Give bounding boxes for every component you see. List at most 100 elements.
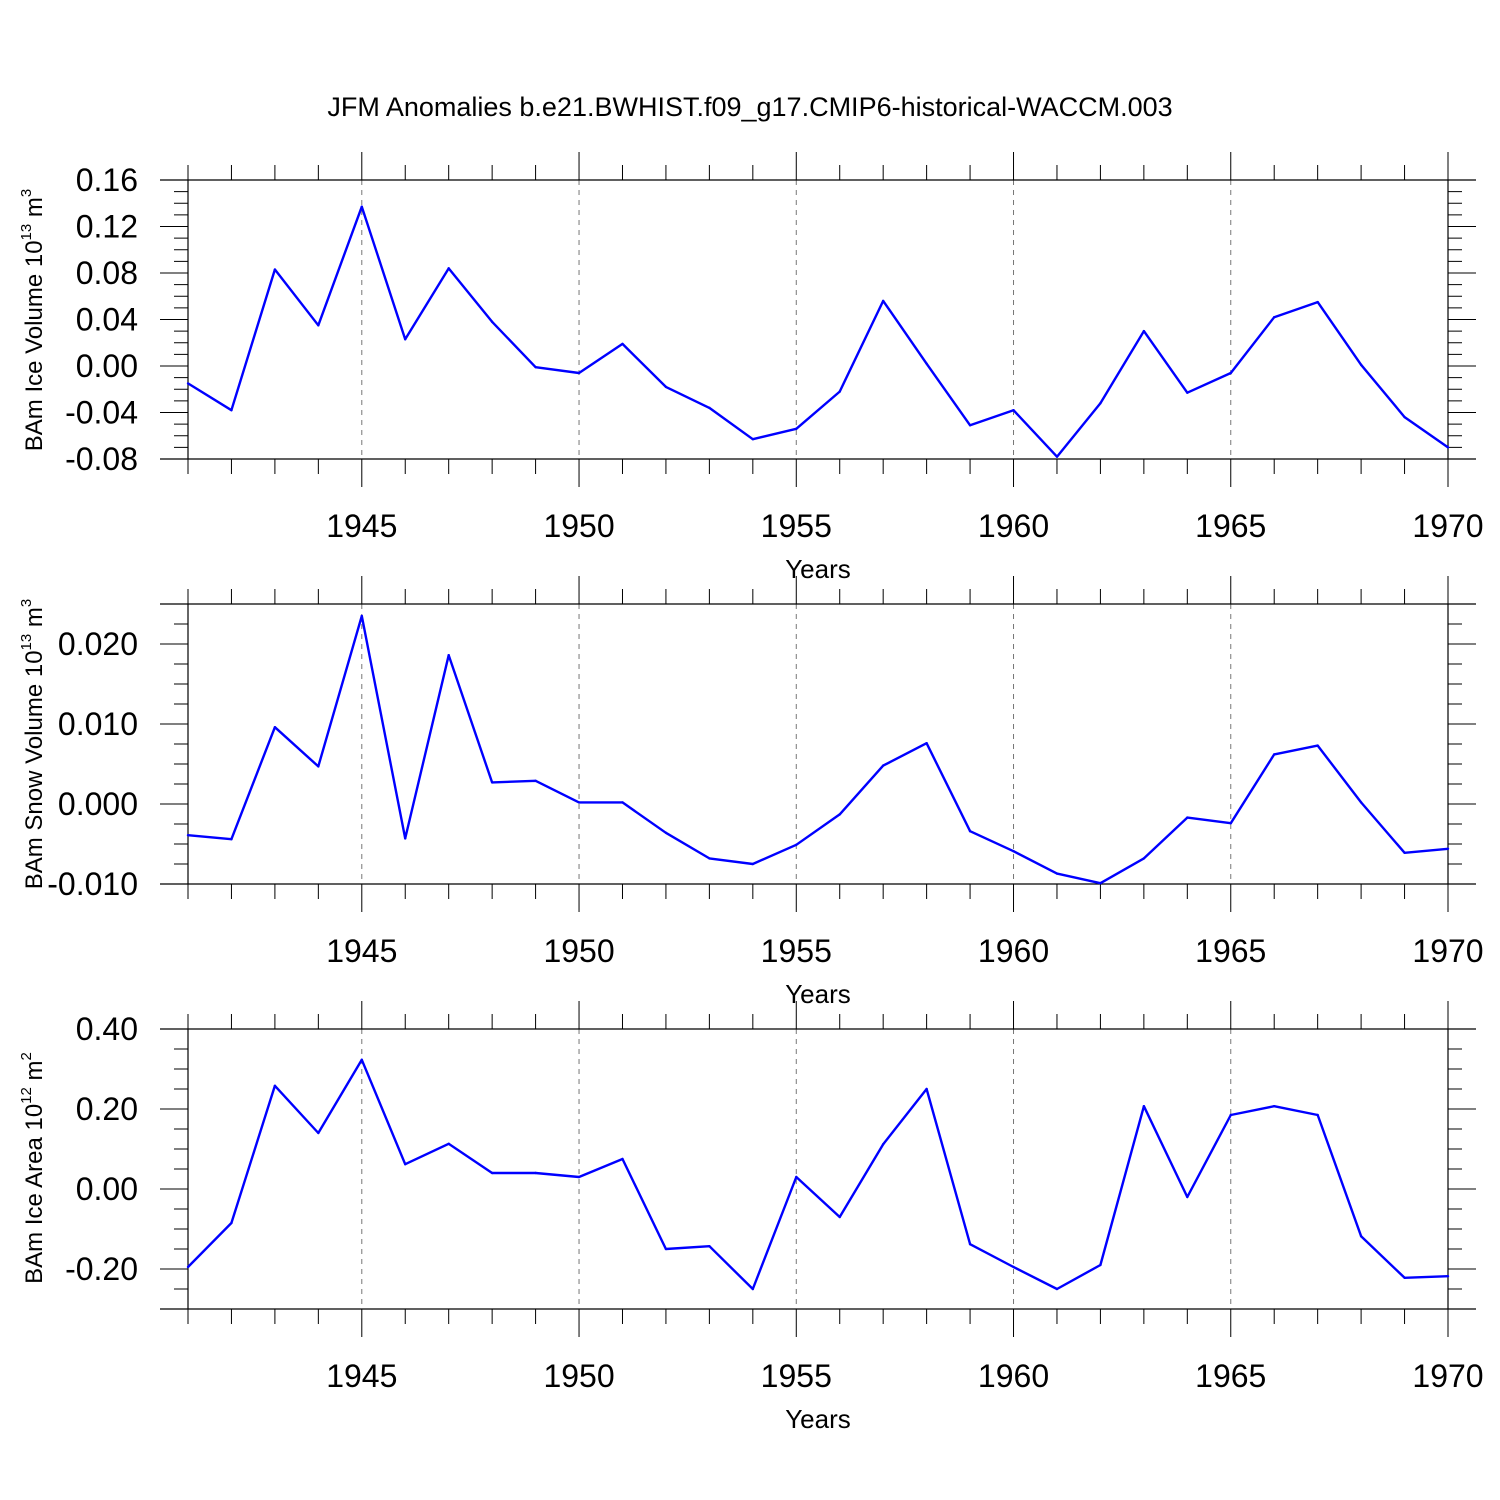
- data-point: [317, 1131, 320, 1135]
- data-point: [447, 1142, 450, 1146]
- y-tick-label: -0.04: [65, 395, 138, 431]
- data-point: [1273, 1105, 1276, 1108]
- y-axis-label-text: BAm Ice Area 10: [21, 1104, 48, 1284]
- data-point: [795, 843, 798, 846]
- data-point: [925, 742, 928, 745]
- data-point: [881, 1143, 885, 1146]
- data-point: [447, 267, 450, 270]
- data-point: [1359, 363, 1363, 367]
- y-axis-label-unit-exponent: 3: [18, 599, 35, 607]
- data-point: [317, 324, 320, 327]
- data-point: [1186, 816, 1189, 819]
- data-point: [708, 1245, 711, 1248]
- data-point: [621, 342, 624, 346]
- x-tick-label: 1965: [1195, 933, 1266, 969]
- y-tick-label: -0.20: [65, 1251, 138, 1287]
- data-point: [577, 1175, 581, 1179]
- y-tick-label: 0.20: [76, 1091, 138, 1127]
- y-axis-label-exponent: 13: [18, 634, 35, 651]
- data-point: [490, 320, 494, 324]
- data-point: [1012, 850, 1015, 853]
- data-point: [1403, 851, 1406, 854]
- data-point: [534, 365, 537, 369]
- data-point: [1446, 1275, 1450, 1278]
- data-point: [1229, 371, 1232, 375]
- data-point: [490, 781, 494, 784]
- data-point: [1055, 455, 1059, 458]
- data-point: [1099, 402, 1102, 405]
- y-tick-label: 0.12: [76, 209, 138, 245]
- data-point: [534, 1171, 537, 1175]
- x-tick-label: 1970: [1412, 1358, 1483, 1394]
- data-point: [621, 801, 624, 804]
- x-tick-label: 1960: [978, 1358, 1049, 1394]
- y-axis-label-text: BAm Ice Volume 10: [21, 240, 48, 451]
- y-axis-label-exponent: 12: [18, 1087, 35, 1104]
- data-point: [317, 765, 320, 768]
- series-line: [187, 1058, 1449, 1291]
- data-point: [186, 1265, 190, 1269]
- data-point: [230, 408, 233, 412]
- data-point: [230, 838, 233, 841]
- panels: 0.16 0.12 0.08 0.04 0.00 -0.04 -0.08 1945 1950 19…: [18, 152, 1484, 1434]
- data-point: [751, 862, 755, 866]
- data-point: [1099, 882, 1102, 885]
- data-point: [1012, 408, 1015, 412]
- data-point: [838, 813, 841, 816]
- data-point: [664, 1247, 668, 1251]
- data-point: [1099, 1263, 1102, 1267]
- x-tick-label: 1955: [761, 508, 832, 544]
- x-tick-label: 1950: [543, 933, 614, 969]
- data-point: [1403, 415, 1406, 419]
- data-point: [664, 831, 668, 834]
- y-axis-label: BAm Ice Volume 1013 m3: [18, 189, 48, 451]
- data-point: [1273, 753, 1276, 756]
- y-axis-label: BAm Snow Volume 1013 m3: [18, 599, 48, 890]
- x-tick-label: 1945: [326, 933, 397, 969]
- data-point: [1273, 315, 1276, 319]
- x-tick-label: 1970: [1412, 508, 1483, 544]
- data-point: [1229, 822, 1232, 825]
- data-point: [360, 205, 363, 208]
- data-point: [968, 830, 972, 833]
- x-tick-label: 1965: [1195, 508, 1266, 544]
- data-point: [838, 1215, 841, 1219]
- y-tick-label: 0.16: [76, 162, 138, 198]
- data-point: [360, 1058, 363, 1062]
- data-point: [273, 726, 277, 729]
- series-line: [187, 205, 1449, 458]
- y-tick-label: 0.00: [76, 1171, 138, 1207]
- data-point: [534, 779, 537, 782]
- y-tick-label: 0.010: [58, 706, 138, 742]
- data-point: [1186, 1195, 1189, 1199]
- data-point: [795, 427, 798, 430]
- data-point: [186, 834, 190, 837]
- data-point: [1142, 329, 1146, 333]
- x-tick-label: 1970: [1412, 933, 1483, 969]
- x-tick-label: 1960: [978, 508, 1049, 544]
- data-point: [1403, 1276, 1406, 1280]
- y-tick-label: -0.08: [65, 441, 138, 477]
- x-tick-label: 1955: [761, 933, 832, 969]
- data-point: [1446, 446, 1450, 449]
- data-point: [751, 1287, 755, 1291]
- x-tick-label: 1965: [1195, 1358, 1266, 1394]
- data-point: [1055, 1287, 1059, 1291]
- y-axis-label-unit-exponent: 3: [18, 189, 35, 197]
- x-axis-label: Years: [785, 979, 851, 1009]
- data-point: [925, 1087, 928, 1091]
- data-point: [1055, 872, 1059, 875]
- data-point: [751, 438, 755, 441]
- data-point: [1359, 801, 1363, 804]
- x-tick-label: 1950: [543, 508, 614, 544]
- y-axis-label-unit-exponent: 2: [18, 1052, 35, 1060]
- data-point: [968, 1243, 972, 1246]
- panel-1: 0.16 0.12 0.08 0.04 0.00 -0.04 -0.08 1945 1950 19…: [18, 152, 1484, 584]
- data-point: [230, 1221, 233, 1225]
- x-axis-label: Years: [785, 1404, 851, 1434]
- panel-2: 0.020 0.010 0.000 -0.010 1945 1950 1955 1960 196…: [18, 576, 1484, 1009]
- data-point: [273, 268, 277, 271]
- x-tick-label: 1945: [326, 508, 397, 544]
- x-tick-label: 1945: [326, 1358, 397, 1394]
